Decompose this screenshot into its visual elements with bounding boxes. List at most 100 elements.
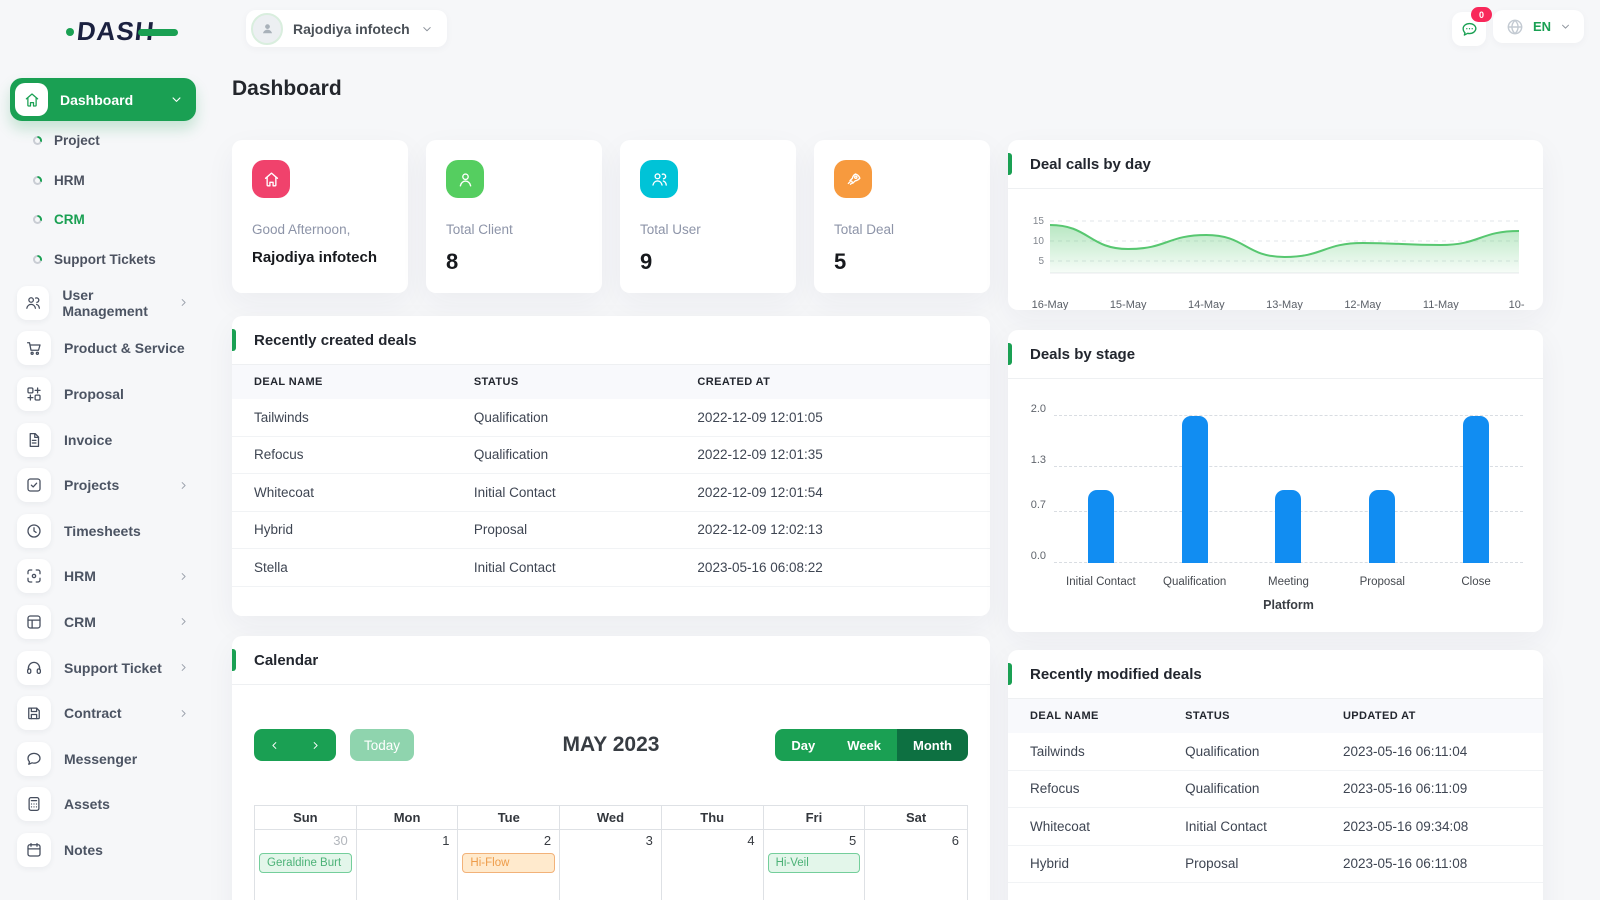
sidebar-item-timesheets[interactable]: Timesheets	[0, 508, 220, 554]
home-icon-box	[15, 83, 48, 116]
table-row[interactable]: Whitecoat Initial Contact 2022-12-09 12:01…	[232, 474, 990, 512]
sidebar-item-product-service[interactable]: Product & Service	[0, 326, 220, 372]
card-title: Calendar	[254, 651, 319, 669]
calendar-month-title: MAY 2023	[562, 733, 660, 756]
calendar-view-week[interactable]: Week	[831, 729, 898, 761]
messages-button[interactable]: 0	[1452, 7, 1492, 46]
calendar-day-cell[interactable]: 6	[865, 829, 967, 900]
notification-badge: 0	[1471, 7, 1492, 22]
calendar-day-cell[interactable]: 1	[356, 829, 459, 900]
sidebar-item-label: Support Tickets	[54, 251, 156, 267]
chevron-right-icon	[313, 741, 318, 749]
calendar-grid: Sun Mon Tue Wed Thu Fri Sat 30 Geraldine Burt 1 2…	[254, 805, 968, 900]
calendar-day-cell[interactable]: 2 Hi-Flow	[458, 829, 561, 900]
calendar-day-cell[interactable]: 30 Geraldine Burt	[255, 829, 357, 900]
calendar-day-header: Sat	[906, 810, 927, 825]
calendar-day-cell[interactable]: 4	[661, 829, 764, 900]
calendar-nav-group	[254, 729, 336, 761]
users-icon	[651, 172, 667, 186]
calendar-today-button[interactable]: Today	[350, 729, 415, 761]
sidebar-item-project[interactable]: Project	[0, 121, 220, 161]
sidebar-item-messenger[interactable]: Messenger	[0, 736, 220, 782]
sidebar-item-crm[interactable]: CRM	[0, 599, 220, 645]
scan-icon-box	[17, 559, 51, 594]
bar-chart-x-axis: Initial Contact Qualification Meeting Propo…	[1054, 576, 1523, 588]
x-axis-label: Qualification	[1163, 576, 1227, 588]
card-title: Deal calls by day	[1030, 155, 1151, 173]
calendar-prev-button[interactable]	[254, 729, 295, 761]
sidebar-item-dashboard[interactable]: Dashboard	[10, 78, 196, 121]
brand-dash-icon	[138, 29, 179, 36]
chevron-right-icon	[181, 481, 186, 489]
table-cell: Initial Contact	[473, 559, 556, 575]
calendar-event[interactable]: Geraldine Burt	[259, 853, 352, 873]
table-row[interactable]: Whitecoat Initial Contact 2023-05-16 09:34…	[1008, 808, 1543, 846]
x-axis-label: 15-May	[1109, 299, 1147, 310]
sidebar-item-invoice[interactable]: Invoice	[0, 417, 220, 463]
check-square-icon	[27, 478, 41, 492]
calendar-view-month[interactable]: Month	[897, 729, 968, 761]
message-icon	[1460, 20, 1479, 39]
workspace-switcher[interactable]: Rajodiya infotech	[246, 10, 447, 47]
contract-icon-box	[17, 696, 51, 731]
chat-icon-box	[17, 741, 51, 776]
card-title: Deals by stage	[1030, 345, 1136, 363]
stat-value: 9	[640, 249, 653, 274]
calendar-day-cell[interactable]: 3	[560, 829, 662, 900]
card-header: Recently created deals	[232, 316, 990, 365]
sidebar-item-label: CRM	[54, 212, 85, 228]
chevron-right-icon	[181, 299, 186, 307]
accent-bar	[1008, 663, 1012, 685]
clock-icon	[27, 524, 41, 538]
table-row[interactable]: Refocus Qualification 2022-12-09 12:01:35	[232, 437, 990, 474]
calendar-day-cell[interactable]: 5 Hi-Veil	[763, 829, 866, 900]
table-cell: 2023-05-16 06:08:22	[697, 559, 823, 575]
calendar-next-button[interactable]	[295, 729, 336, 761]
card-header: Deal calls by day	[1008, 140, 1543, 189]
sidebar-item-support-tickets[interactable]: Support Tickets	[0, 240, 220, 280]
sidebar-item-user-management[interactable]: User Management	[0, 280, 220, 326]
table-cell: 2023-05-16 06:11:04	[1342, 743, 1468, 759]
sidebar-item-hrm[interactable]: HRM	[0, 161, 220, 201]
table-header-cell: CREATED AT	[697, 376, 771, 388]
invoice-icon-box	[17, 422, 51, 457]
table-cell: 2022-12-09 12:01:35	[697, 447, 823, 463]
table-row[interactable]: Tailwinds Qualification 2023-05-16 06:11:0…	[1008, 733, 1543, 771]
check-square-icon-box	[17, 468, 51, 503]
table-row[interactable]: Hybrid Proposal 2022-12-09 12:02:13	[232, 512, 990, 549]
clock-icon-box	[17, 513, 51, 548]
card-header: Recently modified deals	[1008, 650, 1543, 699]
x-axis-label: Meeting	[1268, 576, 1309, 588]
y-axis-tick-label: 2.0	[1030, 403, 1046, 415]
user-icon	[459, 172, 471, 187]
calendar-day-header: Thu	[662, 806, 764, 829]
sidebar-item-hrm[interactable]: HRM	[0, 554, 220, 600]
calendar-event[interactable]: Hi-Veil	[767, 853, 861, 873]
calendar-view-day[interactable]: Day	[775, 729, 832, 761]
table-row[interactable]: Tailwinds Qualification 2022-12-09 12:01:0…	[232, 399, 990, 437]
calendar-event[interactable]: Hi-Flow	[462, 853, 556, 873]
sidebar-item-contract[interactable]: Contract	[0, 690, 220, 736]
sidebar-item-support-ticket[interactable]: Support Ticket	[0, 645, 220, 691]
message-icon	[1461, 22, 1477, 36]
sidebar-item-proposal[interactable]: Proposal	[0, 371, 220, 417]
stat-value: Rajodiya infotech	[252, 249, 378, 266]
sidebar-item-projects[interactable]: Projects	[0, 462, 220, 508]
table-cell: Hybrid	[254, 522, 294, 538]
table-row[interactable]: Hybrid Proposal 2023-05-16 06:11:08	[1008, 846, 1543, 883]
home-icon-badge	[252, 160, 290, 198]
table-row[interactable]: Refocus Qualification 2023-05-16 06:11:09	[1008, 771, 1543, 808]
item-chevron	[177, 615, 190, 628]
calendar-day-header: Tue	[458, 806, 561, 829]
area-chart-svg: 5 10 15	[1033, 216, 1520, 274]
table-row[interactable]: Stella Initial Contact 2023-05-16 06:08:22	[232, 549, 990, 587]
table-cell: Proposal	[473, 522, 528, 538]
item-chevron	[177, 296, 190, 309]
language-selector[interactable]: EN	[1493, 10, 1585, 43]
sidebar-item-crm[interactable]: CRM	[0, 200, 220, 240]
sidebar-item-assets[interactable]: Assets	[0, 782, 220, 828]
calendar-day-number: 5	[849, 833, 857, 848]
sidebar-item-notes[interactable]: Notes	[0, 827, 220, 873]
person-icon	[262, 24, 272, 34]
proposal-icon-box	[17, 376, 51, 411]
